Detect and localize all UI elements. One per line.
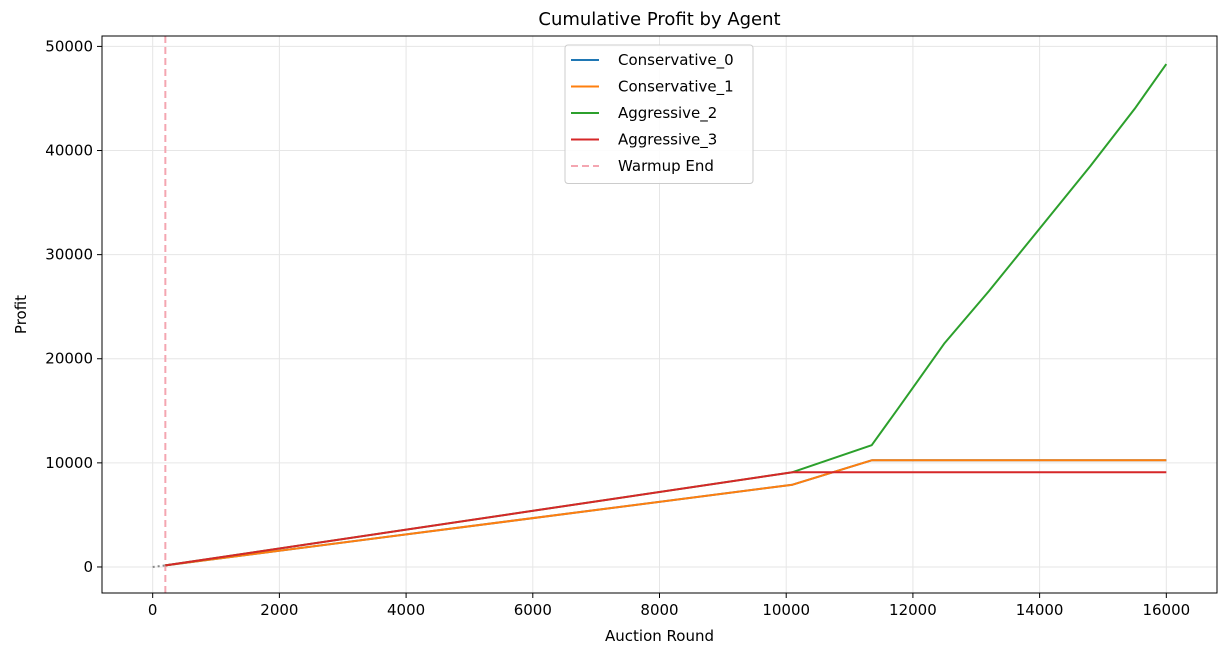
x-tick-label: 10000 [762,601,810,619]
y-tick-label: 10000 [45,454,93,472]
y-tick-label: 40000 [45,142,93,160]
y-axis-label: Profit [12,295,30,334]
legend-label: Conservative_1 [618,78,734,97]
legend-label: Conservative_0 [618,51,734,70]
y-tick-label: 30000 [45,246,93,264]
x-tick-label: 12000 [889,601,937,619]
warmup-segment [152,564,166,568]
x-tick-label: 6000 [514,601,552,619]
x-tick-label: 8000 [640,601,678,619]
y-tick-label: 20000 [45,350,93,368]
x-tick-label: 14000 [1016,601,1064,619]
plot-area [152,36,1168,593]
legend: Conservative_0 Conservative_1 Aggressive_2… [564,44,754,184]
legend-label: Warmup End [618,157,714,175]
x-tick-label: 16000 [1142,601,1190,619]
y-tick-label: 50000 [45,37,93,55]
series-line-conservative-0 [165,459,1167,567]
series-line-aggressive-2 [165,63,1168,567]
x-axis-label: Auction Round [605,627,714,645]
series-line-aggressive-3 [165,471,1167,567]
x-tick-label: 4000 [387,601,425,619]
legend-box [564,44,754,184]
series-line-conservative-1 [165,459,1167,567]
legend-label: Aggressive_2 [618,104,717,123]
legend-label: Aggressive_3 [618,131,717,150]
axis-ticks: 0 2000 4000 6000 8000 10000 12000 14000 16000 0 10… [45,37,1190,619]
x-tick-label: 0 [148,601,158,619]
chart-title: Cumulative Profit by Agent [538,9,780,30]
x-tick-label: 2000 [260,601,298,619]
y-tick-label: 0 [83,558,93,576]
